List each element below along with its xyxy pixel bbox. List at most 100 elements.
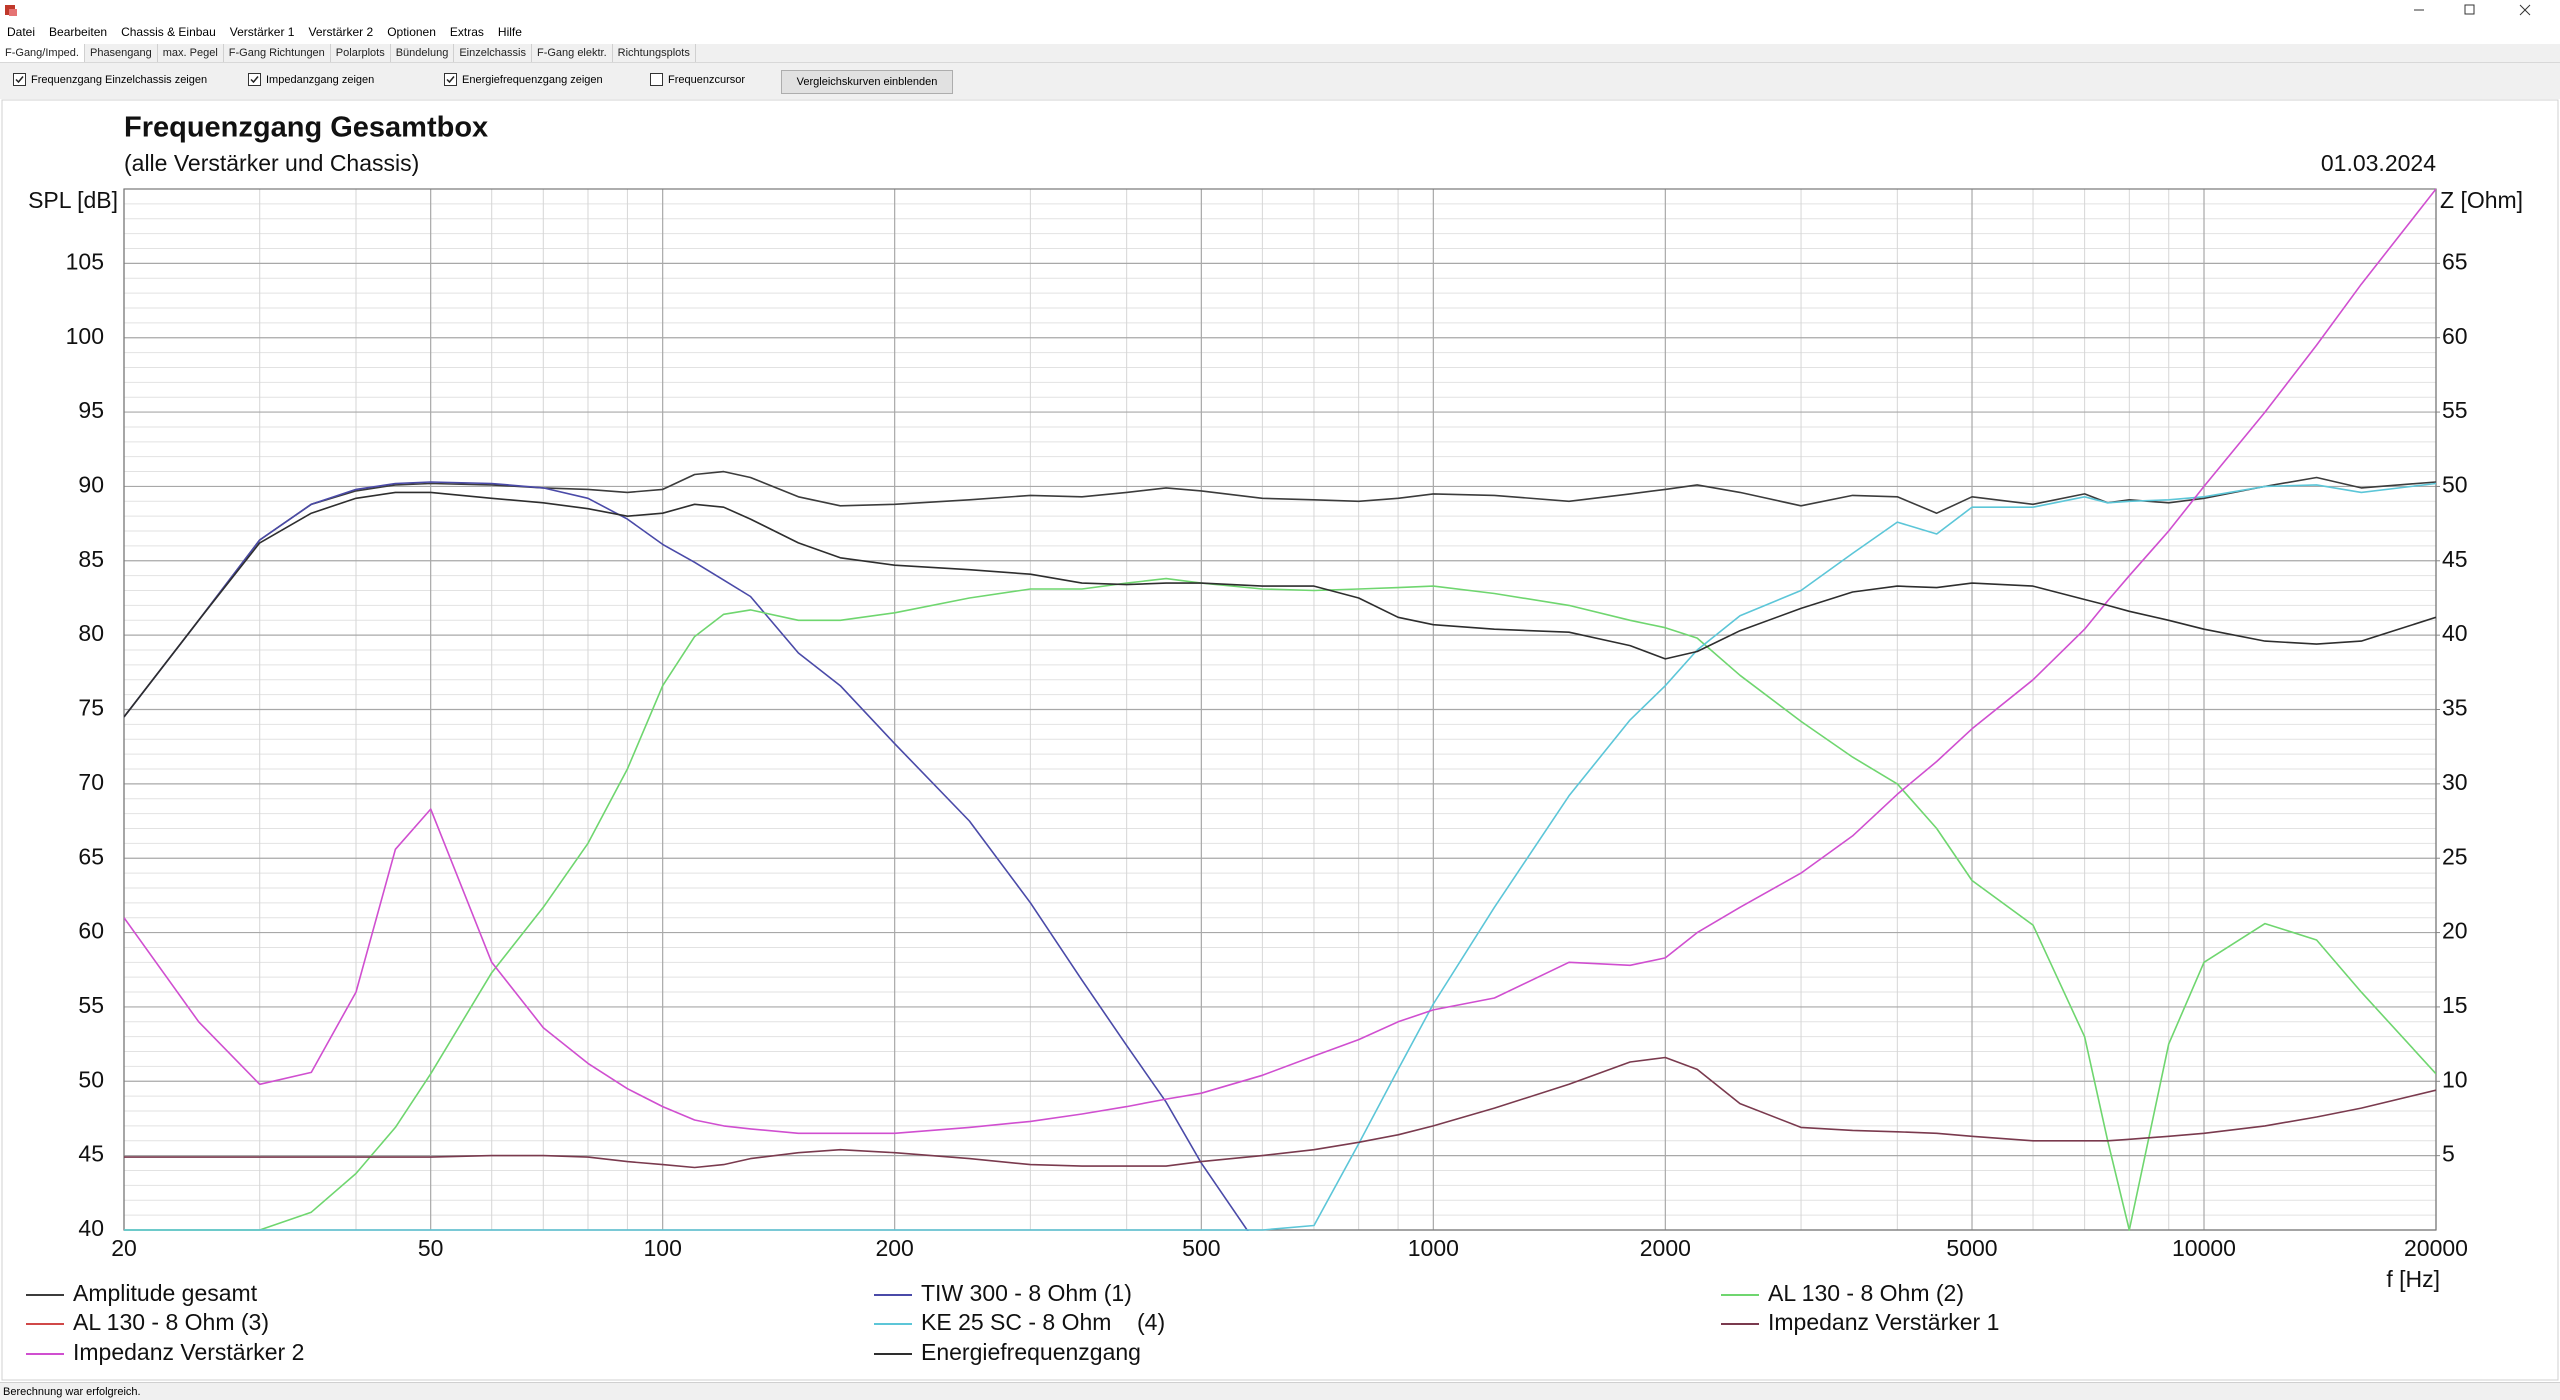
- legend-label: KE 25 SC - 8 Ohm (4): [921, 1309, 1165, 1335]
- x-tick-label: 1000: [1408, 1235, 1459, 1261]
- tab[interactable]: Phasengang: [85, 44, 158, 62]
- checkbox[interactable]: [248, 73, 261, 86]
- legend-label: TIW 300 - 8 Ohm (1): [921, 1280, 1132, 1306]
- legend-label: Impedanz Verstärker 1: [1768, 1309, 1999, 1335]
- checkmark: [250, 76, 259, 84]
- tab[interactable]: max. Pegel: [158, 44, 224, 62]
- checkbox-label: Energiefrequenzgang zeigen: [462, 73, 603, 86]
- menu-item[interactable]: Extras: [449, 25, 484, 39]
- app-icon: [5, 5, 17, 16]
- y-tick-label: 65: [78, 843, 104, 869]
- menu-item[interactable]: Verstärker 2: [308, 25, 374, 39]
- y2-tick-label: 35: [2442, 695, 2468, 721]
- menu-item[interactable]: Bearbeiten: [49, 25, 108, 39]
- y2-tick-label: 40: [2442, 620, 2468, 646]
- legend-label: Energiefrequenzgang: [921, 1339, 1141, 1365]
- y2-tick-label: 30: [2442, 769, 2468, 795]
- plot-area: [124, 188, 2436, 1231]
- y2-tick-label: 60: [2442, 323, 2468, 349]
- checkmark: [15, 76, 24, 84]
- y-tick-label: 90: [78, 472, 104, 498]
- y2-tick-label: 10: [2442, 1066, 2468, 1092]
- chart-subtitle: (alle Verstärker und Chassis): [124, 150, 419, 176]
- y-tick-label: 75: [78, 695, 104, 721]
- menu-item[interactable]: Hilfe: [497, 25, 522, 39]
- checkbox-option[interactable]: Frequenzgang Einzelchassis zeigen: [13, 73, 207, 86]
- tab[interactable]: F-Gang/Imped.: [0, 44, 85, 62]
- tab[interactable]: Polarplots: [331, 44, 391, 62]
- series-line: [124, 482, 2436, 1231]
- series-line: [124, 1056, 2436, 1169]
- compare-button[interactable]: Vergleichskurven einblenden: [781, 70, 953, 94]
- x-tick-label: 20000: [2404, 1235, 2468, 1261]
- y-tick-label: 100: [66, 323, 104, 349]
- menu-item[interactable]: Datei: [7, 25, 36, 39]
- tab-bar: F-Gang/Imped. Phasengang max. Pegel F-Gang …: [0, 44, 2560, 63]
- series-line: [124, 491, 2436, 718]
- series-line: [124, 470, 2436, 718]
- title-bar: Boxsim V2.1 - VISATON-Edition [C:\Users\…: [0, 0, 2560, 57]
- checkbox-option[interactable]: Impedanzgang zeigen: [248, 73, 374, 86]
- x-tick-label: 50: [418, 1235, 444, 1261]
- checkbox-option[interactable]: Energiefrequenzgang zeigen: [444, 73, 603, 86]
- y-tick-label: 85: [78, 546, 104, 572]
- legend-label: Impedanz Verstärker 2: [73, 1339, 304, 1365]
- x-tick-label: 20: [111, 1235, 137, 1261]
- menu-item[interactable]: Chassis & Einbau: [121, 25, 216, 39]
- status-bar: Berechnung war erfolgreich.: [0, 1382, 2560, 1400]
- window-controls[interactable]: [2400, 0, 2560, 20]
- x-tick-label: 10000: [2172, 1235, 2236, 1261]
- chart-background: [1, 99, 2559, 1381]
- tab[interactable]: Bündelung: [391, 44, 455, 62]
- y-tick-label: 95: [78, 397, 104, 423]
- y2-tick-label: 50: [2442, 472, 2468, 498]
- tab[interactable]: Richtungsplots: [613, 44, 696, 62]
- legend-label: AL 130 - 8 Ohm (2): [1768, 1280, 1964, 1306]
- menu-bar: Datei Bearbeiten Chassis & Einbau Verstärke…: [0, 22, 2560, 42]
- x-tick-label: 2000: [1640, 1235, 1691, 1261]
- checkbox-label: Frequenzgang Einzelchassis zeigen: [31, 73, 208, 86]
- menu-item[interactable]: Optionen: [387, 25, 436, 39]
- tab[interactable]: F-Gang elektr.: [532, 44, 613, 62]
- menu-item[interactable]: Verstärker 1: [229, 25, 295, 39]
- y-tick-label: 45: [78, 1141, 104, 1167]
- checkbox[interactable]: [650, 73, 663, 86]
- chart-title: Frequenzgang Gesamtbox: [124, 112, 488, 144]
- checkbox[interactable]: [444, 73, 457, 86]
- y2-tick-label: 20: [2442, 918, 2468, 944]
- checkmark: [446, 76, 455, 84]
- x-tick-label: 100: [643, 1235, 681, 1261]
- checkbox[interactable]: [13, 73, 26, 86]
- y-tick-label: 40: [78, 1215, 104, 1241]
- tab[interactable]: Einzelchassis: [454, 44, 532, 62]
- legend-label: Amplitude gesamt: [73, 1280, 258, 1306]
- y2-tick-label: 45: [2442, 546, 2468, 572]
- checkbox-label: Impedanzgang zeigen: [266, 73, 375, 86]
- y2-tick-label: 55: [2442, 397, 2468, 423]
- x-tick-label: 5000: [1946, 1235, 1997, 1261]
- toolbar: Vergleichskurven einblenden Frequenzgang…: [0, 63, 2560, 99]
- y-tick-label: 55: [78, 992, 104, 1018]
- plot-frame: [123, 188, 2437, 1231]
- status-text: Berechnung war erfolgreich.: [3, 1386, 141, 1398]
- chart-date: 01.03.2024: [2321, 150, 2436, 176]
- y2-tick-label: 65: [2442, 248, 2468, 274]
- y-tick-label: 80: [78, 620, 104, 646]
- checkbox-label: Frequenzcursor: [668, 73, 746, 86]
- y-tick-label: 70: [78, 769, 104, 795]
- x-axis-label: f [Hz]: [2386, 1266, 2440, 1292]
- y-tick-label: 105: [66, 248, 104, 274]
- tab[interactable]: F-Gang Richtungen: [224, 44, 331, 62]
- legend-label: AL 130 - 8 Ohm (3): [73, 1309, 269, 1335]
- checkbox-option[interactable]: Frequenzcursor: [650, 73, 745, 86]
- series-line: [124, 188, 2436, 1135]
- y2-tick-label: 15: [2442, 992, 2468, 1018]
- y2-tick-label: 5: [2442, 1141, 2455, 1167]
- y-tick-label: 60: [78, 918, 104, 944]
- y2-axis-label: Z [Ohm]: [2440, 187, 2523, 213]
- x-tick-label: 500: [1182, 1235, 1220, 1261]
